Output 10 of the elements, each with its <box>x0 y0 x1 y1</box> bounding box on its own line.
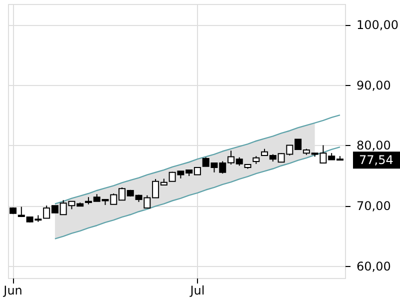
text: 77,54 <box>359 153 394 168</box>
y-tick-label: 60,00 <box>356 259 391 274</box>
y-tick-label: 90,00 <box>356 78 391 92</box>
line-series <box>54 114 341 204</box>
y-tick-label: 80,00 <box>356 138 391 153</box>
line-series <box>54 146 341 240</box>
y-tick-label: 100,00 <box>356 18 398 32</box>
x-tick-label: Jun <box>2 284 22 298</box>
y-tick-label: 70,00 <box>356 199 391 214</box>
x-tick-label: Jul <box>189 284 205 298</box>
